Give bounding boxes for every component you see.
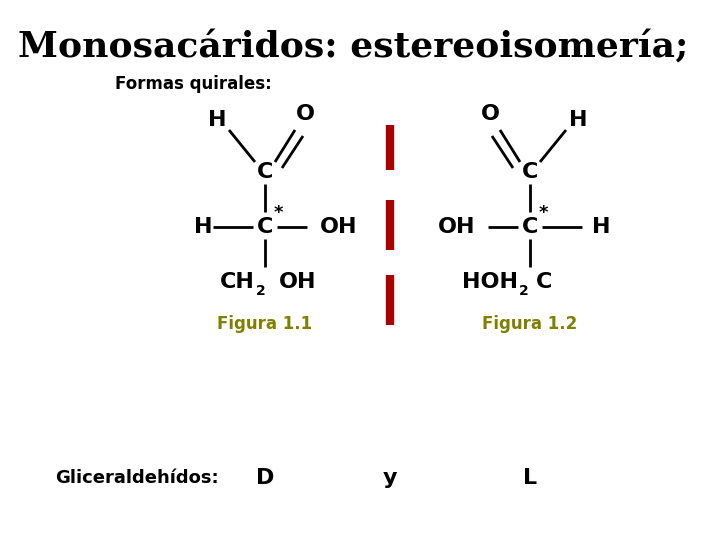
Text: O: O: [480, 104, 500, 124]
Text: Figura 1.2: Figura 1.2: [482, 315, 577, 333]
Text: Formas quirales:: Formas quirales:: [115, 75, 271, 93]
Text: y: y: [383, 468, 397, 488]
Text: C: C: [257, 162, 273, 182]
Text: 2: 2: [519, 284, 528, 298]
Text: OH: OH: [320, 217, 358, 237]
Text: HOH: HOH: [462, 272, 518, 292]
Text: Gliceraldehídos:: Gliceraldehídos:: [55, 469, 219, 487]
Text: CH: CH: [220, 272, 255, 292]
Text: C: C: [522, 162, 538, 182]
Text: *: *: [539, 204, 548, 222]
Text: Figura 1.1: Figura 1.1: [217, 315, 312, 333]
Text: H: H: [194, 217, 212, 237]
Text: C: C: [257, 217, 273, 237]
Text: O: O: [295, 104, 315, 124]
Text: 2: 2: [256, 284, 266, 298]
Text: C: C: [536, 272, 552, 292]
Text: C: C: [522, 217, 538, 237]
Text: H: H: [208, 110, 226, 130]
Text: L: L: [523, 468, 537, 488]
Text: Monosacáridos: estereoisomería;: Monosacáridos: estereoisomería;: [18, 30, 688, 64]
Text: *: *: [274, 204, 283, 222]
Text: H: H: [569, 110, 588, 130]
Text: OH: OH: [438, 217, 475, 237]
Text: D: D: [256, 468, 274, 488]
Text: H: H: [592, 217, 611, 237]
Text: OH: OH: [279, 272, 317, 292]
